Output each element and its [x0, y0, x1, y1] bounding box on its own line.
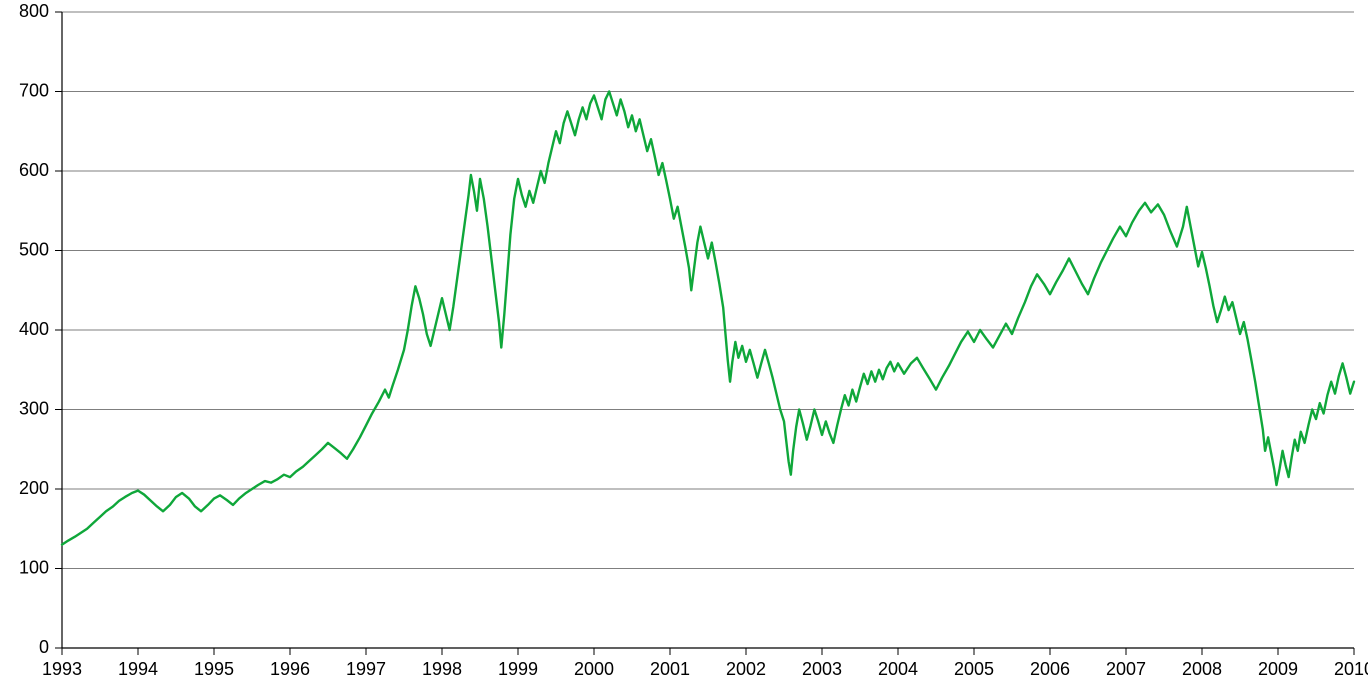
x-tick-label: 1999 [498, 659, 538, 679]
x-tick-label: 1996 [270, 659, 310, 679]
x-tick-label: 2007 [1106, 659, 1146, 679]
x-tick-label: 2002 [726, 659, 766, 679]
x-tick-label: 2008 [1182, 659, 1222, 679]
x-tick-label: 2005 [954, 659, 994, 679]
y-tick-label: 200 [19, 478, 49, 498]
x-tick-label: 1993 [42, 659, 82, 679]
chart-svg: 0 100 200 300 400 500 600 700 800 1993 1994 1995 199… [0, 0, 1368, 693]
x-tick-label: 2004 [878, 659, 918, 679]
y-tick-label: 600 [19, 160, 49, 180]
x-tick-label: 2010 [1334, 659, 1368, 679]
x-tick-label: 2001 [650, 659, 690, 679]
x-tick-label: 1994 [118, 659, 158, 679]
x-tick-label: 1997 [346, 659, 386, 679]
y-tick-label: 400 [19, 319, 49, 339]
y-tick-label: 500 [19, 239, 49, 259]
x-tick-label: 1995 [194, 659, 234, 679]
line-chart: 0 100 200 300 400 500 600 700 800 1993 1994 1995 199… [0, 0, 1368, 693]
y-tick-label: 0 [39, 637, 49, 657]
y-tick-label: 100 [19, 557, 49, 577]
x-tick-label: 2000 [574, 659, 614, 679]
y-tick-label: 700 [19, 80, 49, 100]
y-tick-label: 300 [19, 398, 49, 418]
x-tick-label: 1998 [422, 659, 462, 679]
x-tick-label: 2009 [1258, 659, 1298, 679]
x-tick-label: 2006 [1030, 659, 1070, 679]
x-tick-label: 2003 [802, 659, 842, 679]
y-tick-label: 800 [19, 1, 49, 21]
